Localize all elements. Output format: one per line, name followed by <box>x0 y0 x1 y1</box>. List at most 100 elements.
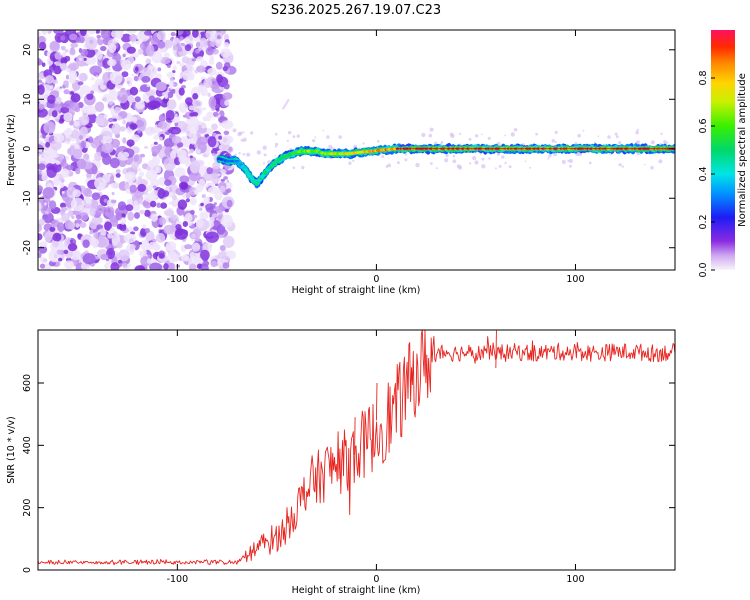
noise-blob <box>178 181 188 190</box>
noise-blob <box>182 70 193 81</box>
spectrogram-y-label: Frequency (Hz) <box>6 114 17 186</box>
noise-blob <box>65 84 69 88</box>
noise-blob <box>222 137 228 143</box>
noise-dot <box>250 131 254 135</box>
noise-blob <box>137 168 142 172</box>
noise-blob <box>207 92 211 97</box>
noise-dot <box>607 135 611 139</box>
noise-blob <box>166 71 175 79</box>
noise-blob <box>137 129 141 134</box>
noise-blob <box>138 209 146 215</box>
noise-blob <box>38 223 42 233</box>
noise-blob <box>222 92 233 100</box>
noise-blob <box>146 89 155 98</box>
noise-blob <box>172 147 180 154</box>
noise-blob <box>111 30 120 38</box>
noise-blob <box>224 209 229 213</box>
noise-blob <box>189 171 201 182</box>
noise-dot <box>292 135 296 139</box>
noise-dot <box>287 130 292 135</box>
noise-blob <box>148 100 161 109</box>
noise-blob <box>191 242 201 252</box>
noise-dot <box>469 162 472 165</box>
noise-blob <box>129 184 137 193</box>
noise-dot <box>582 129 585 132</box>
noise-dot <box>474 160 479 165</box>
noise-blob <box>139 171 145 177</box>
noise-blob <box>80 140 87 148</box>
noise-blob <box>55 160 61 165</box>
x-tick-label: -100 <box>167 274 189 285</box>
noise-blob <box>52 232 62 242</box>
noise-blob <box>208 96 217 109</box>
noise-dot <box>650 165 654 170</box>
noise-blob <box>226 188 232 193</box>
noise-dot <box>286 139 289 142</box>
noise-blob <box>38 84 45 95</box>
noise-blob <box>137 183 147 192</box>
noise-blob <box>49 226 56 232</box>
noise-blob <box>167 64 171 68</box>
noise-dot <box>274 132 278 136</box>
noise-blob <box>115 173 121 178</box>
noise-blob <box>42 212 54 224</box>
noise-blob <box>43 258 48 263</box>
noise-blob <box>73 120 80 127</box>
noise-blob <box>47 127 54 133</box>
noise-blob <box>172 65 177 71</box>
noise-blob <box>60 57 68 65</box>
noise-blob <box>210 260 217 268</box>
snr-spike <box>495 330 497 369</box>
noise-blob <box>151 156 161 167</box>
noise-blob <box>213 202 217 206</box>
noise-blob <box>129 34 138 42</box>
noise-dot <box>262 162 266 165</box>
noise-blob <box>80 48 89 57</box>
noise-blob <box>167 81 174 89</box>
noise-blob <box>125 204 134 212</box>
noise-blob <box>199 211 209 221</box>
noise-blob <box>144 30 152 36</box>
noise-blob <box>165 241 177 252</box>
noise-blob <box>151 189 158 197</box>
noise-blob <box>207 186 220 194</box>
noise-blob <box>139 42 145 50</box>
noise-dot <box>449 132 454 137</box>
noise-dot <box>496 152 500 156</box>
noise-dot <box>554 141 557 143</box>
noise-blob <box>125 171 137 183</box>
noise-blob <box>65 127 73 138</box>
noise-blob <box>59 223 64 227</box>
noise-blob <box>212 161 221 170</box>
noise-dot <box>650 140 655 145</box>
noise-blob <box>54 96 62 105</box>
noise-blob <box>189 112 195 117</box>
noise-blob <box>212 111 219 117</box>
noise-blob <box>43 148 54 162</box>
colorbar-tick-label: 0.4 <box>698 166 709 181</box>
noise-dot <box>396 161 400 165</box>
noise-blob <box>98 134 103 142</box>
noise-blob <box>45 211 49 214</box>
noise-blob <box>157 67 162 72</box>
noise-dot <box>312 139 316 143</box>
noise-blob <box>142 224 147 229</box>
noise-blob <box>64 260 75 269</box>
noise-blob <box>63 89 70 95</box>
noise-dot <box>658 159 663 164</box>
noise-blob <box>90 77 95 81</box>
noise-blob <box>58 176 64 182</box>
noise-dot <box>405 153 408 156</box>
noise-blob <box>166 91 174 99</box>
noise-blob <box>65 164 74 171</box>
noise-blob <box>221 214 233 228</box>
noise-blob <box>208 57 215 65</box>
noise-blob <box>53 30 64 35</box>
noise-blob <box>164 158 170 164</box>
noise-blob <box>202 46 206 52</box>
noise-blob <box>70 91 75 95</box>
noise-blob <box>60 168 70 178</box>
y-tick-label: -20 <box>22 240 33 256</box>
noise-blob <box>94 101 105 113</box>
